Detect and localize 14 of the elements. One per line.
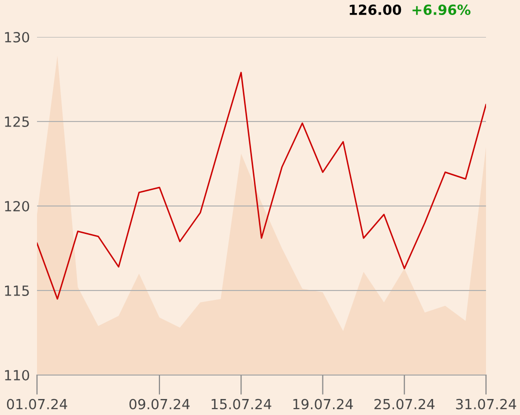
x-tick-label: 19.07.24: [293, 398, 353, 410]
y-tick-label: 130: [5, 32, 30, 42]
x-tick-label: 25.07.24: [374, 398, 435, 410]
y-tick-label: 120: [5, 200, 30, 212]
x-tick-label: 31.07.24: [456, 398, 516, 410]
line-series: [37, 72, 486, 300]
x-tick-label: 09.07.24: [129, 398, 190, 410]
x-tick-label: 01.07.24: [6, 398, 68, 410]
text: 126.00: [350, 4, 402, 16]
y-tick-label: 125: [5, 116, 29, 127]
y-tick-label: 110: [5, 370, 30, 380]
x-tick-label: 15.07.24: [212, 398, 272, 410]
y-tick-label: 115: [5, 286, 29, 296]
text: +6.96%: [412, 4, 470, 16]
